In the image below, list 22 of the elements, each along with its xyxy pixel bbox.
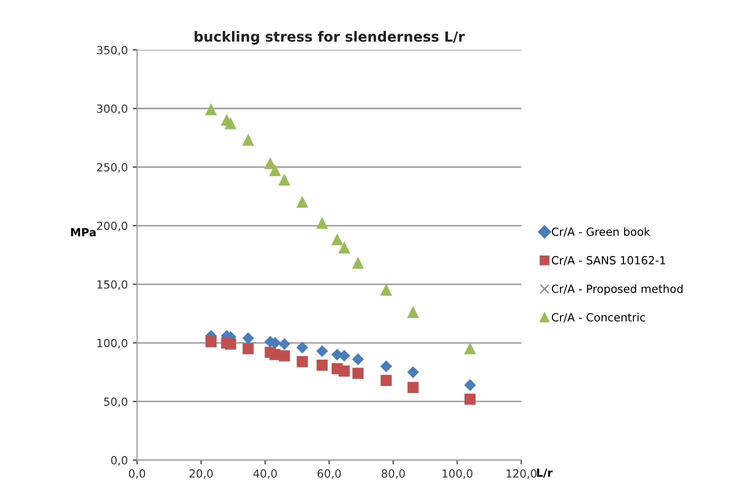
y-tick-label: 50,0 (104, 397, 128, 407)
legend-label: Cr/A - Green book (552, 227, 650, 237)
x-tick-label: 20,0 (190, 469, 213, 479)
y-tick-label: 300,0 (97, 104, 128, 114)
x-tick-label: 80,0 (382, 469, 405, 479)
x-axis-title: L/r (537, 468, 553, 478)
y-tick-label: 150,0 (97, 280, 128, 290)
legend-label: Cr/A - SANS 10162-1 (552, 256, 666, 266)
y-tick-label: 100,0 (97, 338, 128, 348)
legend-label: Cr/A - Proposed method (552, 284, 683, 296)
y-axis-title: MPa (71, 228, 96, 236)
y-tick-label: 200,0 (97, 222, 128, 232)
legend-label: Cr/A - Concentric (552, 312, 645, 322)
x-tick-label: 40,0 (253, 469, 277, 479)
x-tick-label: 60,0 (318, 469, 341, 479)
x-tick-label: 0,0 (128, 469, 146, 479)
x-tick-label: 120,0 (506, 469, 536, 479)
chart-title: buckling stress for slenderness L/r (194, 31, 465, 45)
y-tick-label: 250,0 (97, 163, 128, 173)
y-tick-label: 350,0 (97, 46, 128, 56)
x-tick-label: 100,0 (442, 469, 472, 479)
y-tick-label: 0,0 (111, 456, 128, 466)
